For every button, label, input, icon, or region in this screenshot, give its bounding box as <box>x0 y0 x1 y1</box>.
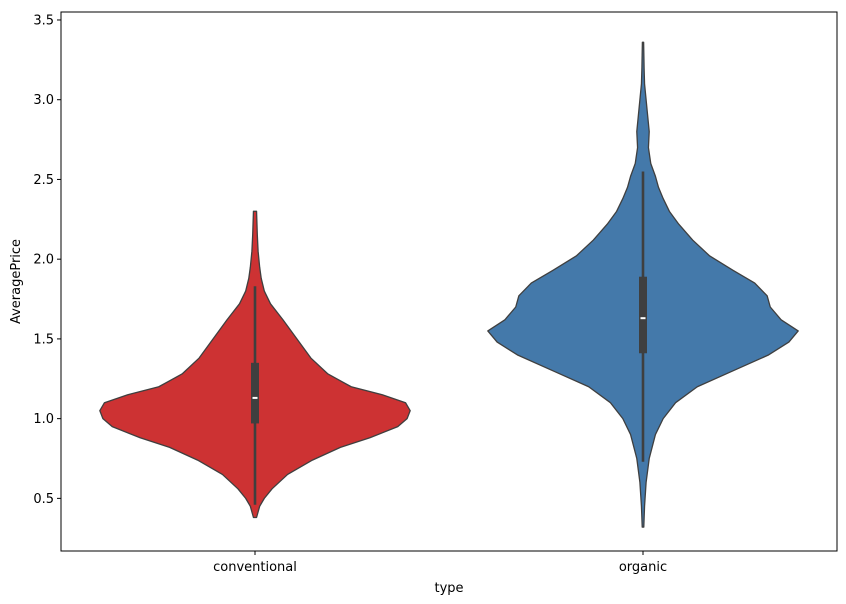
x-axis-label: type <box>434 581 463 596</box>
x-axis: conventional organic <box>213 551 667 575</box>
y-axis-label: AveragePrice <box>9 239 24 324</box>
x-tick-label: conventional <box>213 560 297 575</box>
y-tick-label: 3.5 <box>33 13 54 28</box>
y-tick-label: 2.5 <box>33 173 54 188</box>
iqr-box-conventional <box>251 362 259 424</box>
plot-frame <box>60 11 838 552</box>
y-tick-label: 1.0 <box>33 412 54 427</box>
y-tick-label: 1.5 <box>33 332 54 347</box>
x-tick-label: organic <box>619 560 667 575</box>
iqr-box-organic <box>639 276 647 354</box>
y-tick-label: 2.0 <box>33 253 54 268</box>
y-axis: 0.5 1.0 1.5 2.0 2.5 3.0 3.5 <box>33 13 61 507</box>
y-tick-label: 3.0 <box>33 93 54 108</box>
violin-layer <box>99 41 799 528</box>
y-tick-label: 0.5 <box>33 492 54 507</box>
